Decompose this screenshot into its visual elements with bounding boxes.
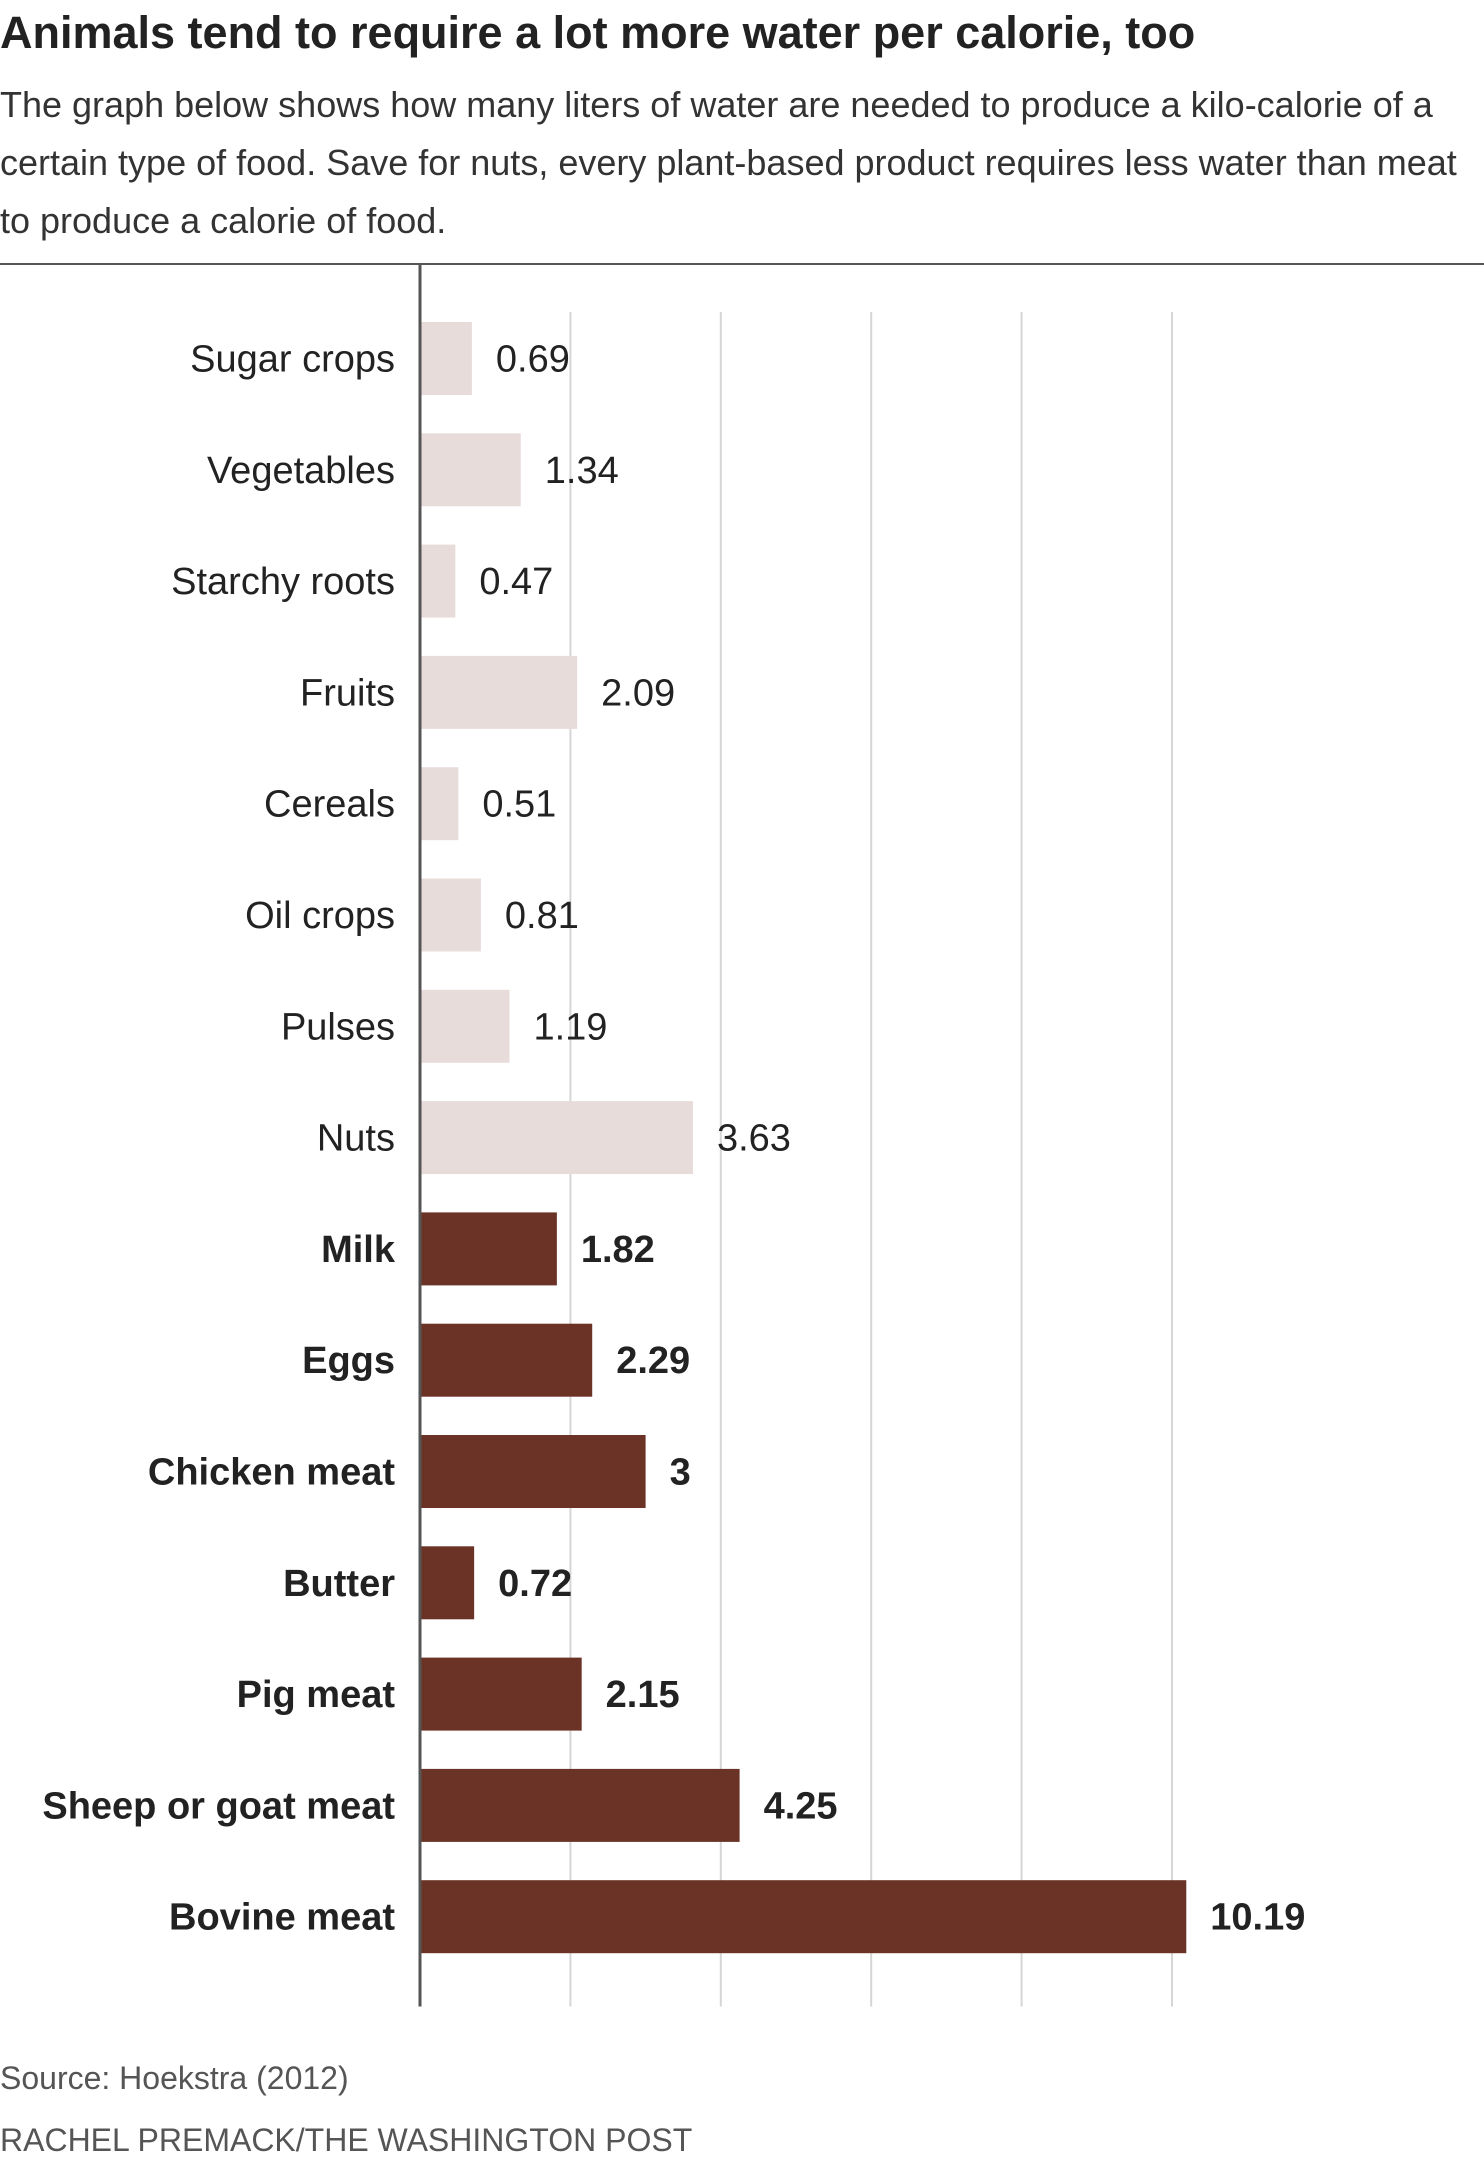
- bar-milk: [420, 1212, 557, 1286]
- category-label: Eggs: [302, 1340, 395, 1382]
- bar-sheep-or-goat-meat: [420, 1768, 740, 1842]
- value-label: 2.09: [601, 672, 675, 714]
- category-label: Pig meat: [237, 1674, 396, 1716]
- tick-label: 4: [712, 250, 730, 253]
- credit-line: RACHEL PREMACK/THE WASHINGTON POST: [0, 2122, 693, 2158]
- value-label: 0.72: [498, 1563, 572, 1605]
- bar-oil-crops: [420, 878, 481, 952]
- bar-fruits: [420, 655, 578, 729]
- category-label: Starchy roots: [171, 561, 395, 603]
- category-label: Chicken meat: [148, 1452, 395, 1494]
- category-label: Milk: [321, 1229, 396, 1271]
- value-label: 1.19: [533, 1006, 607, 1048]
- bar-cereals: [420, 767, 459, 841]
- bar-nuts: [420, 1101, 693, 1175]
- category-label: Pulses: [281, 1006, 395, 1048]
- value-label: 0.69: [496, 339, 570, 381]
- category-label: Fruits: [300, 672, 395, 714]
- bar-chicken-meat: [420, 1435, 646, 1508]
- tick-label: 2: [562, 250, 580, 253]
- bar-eggs: [420, 1323, 593, 1397]
- chart-subtitle: The graph below shows how many liters of…: [0, 84, 1457, 241]
- bar-bovine-meat: [420, 1880, 1187, 1954]
- value-label: 0.81: [505, 895, 579, 937]
- tick-label: 8: [1013, 250, 1031, 253]
- value-label: 1.34: [545, 450, 619, 492]
- value-label: 2.29: [616, 1340, 690, 1382]
- category-label: Nuts: [317, 1118, 395, 1160]
- category-label: Vegetables: [207, 450, 395, 492]
- value-label: 3.63: [717, 1118, 791, 1160]
- category-label: Oil crops: [245, 895, 395, 937]
- bar-pulses: [420, 989, 510, 1063]
- bar-starchy-roots: [420, 544, 456, 618]
- value-label: 1.82: [581, 1229, 655, 1271]
- bar-sugar-crops: [420, 322, 472, 395]
- bar-vegetables: [420, 433, 521, 507]
- bar-chart: 0 2 4 6 8 10 Sugar crops 0.69 Vegetables 1.34 Star…: [0, 250, 1484, 2007]
- value-label: 2.15: [606, 1674, 680, 1716]
- category-label: Sheep or goat meat: [42, 1785, 395, 1827]
- category-label: Cereals: [264, 784, 395, 826]
- bar-butter: [420, 1546, 475, 1620]
- value-label: 3: [670, 1452, 691, 1494]
- source-note: Source: Hoekstra (2012): [0, 2060, 349, 2096]
- tick-label: 6: [862, 250, 880, 253]
- bar-pig-meat: [420, 1657, 582, 1731]
- tick-label: 10: [1154, 250, 1190, 253]
- value-label: 0.47: [479, 561, 553, 603]
- tick-label: 0: [411, 250, 429, 253]
- chart-title: Animals tend to require a lot more water…: [0, 7, 1196, 58]
- value-label: 10.19: [1210, 1897, 1305, 1939]
- category-label: Bovine meat: [169, 1897, 395, 1939]
- category-label: Butter: [283, 1563, 395, 1605]
- category-label: Sugar crops: [190, 339, 395, 381]
- value-label: 0.51: [482, 784, 556, 826]
- value-label: 4.25: [764, 1785, 838, 1827]
